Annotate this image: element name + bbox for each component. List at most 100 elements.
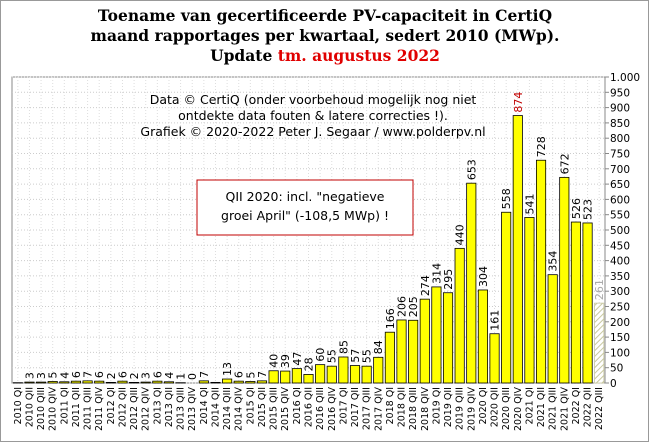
- value-label: 6: [233, 371, 246, 378]
- value-label: 4: [58, 372, 71, 379]
- x-tick-label: 2018 QI: [385, 387, 396, 424]
- bar: [233, 380, 244, 384]
- value-label: 274: [419, 275, 432, 296]
- bar: [163, 381, 175, 384]
- x-tick-label: 2016 QI: [292, 387, 303, 424]
- x-tick-label: 2022 QII: [583, 387, 594, 427]
- value-label: 5: [47, 371, 60, 378]
- x-tick-label: 2022 QIII: [594, 387, 605, 430]
- bar: [512, 115, 523, 384]
- bar: [47, 381, 58, 384]
- value-label: 672: [558, 153, 571, 174]
- bar: [477, 289, 488, 384]
- value-label: 354: [547, 251, 560, 272]
- annotation: Data © CertiQ (onder voorbehoud mogelijk…: [150, 92, 477, 107]
- x-tick-label: 2020 QII: [490, 387, 501, 427]
- value-label: 304: [477, 266, 490, 287]
- x-tick-label: 2018 QII: [397, 387, 408, 427]
- x-tick-label: 2015 QI: [245, 387, 256, 424]
- bar: [82, 380, 93, 384]
- value-label: 161: [489, 310, 502, 331]
- value-label: 55: [361, 349, 374, 363]
- bar: [582, 222, 593, 384]
- value-label: 728: [535, 136, 548, 157]
- x-tick-label: 2013 QIII: [176, 387, 187, 430]
- value-label: 60: [314, 348, 327, 362]
- x-tick-label: 2012 QIV: [141, 387, 152, 431]
- value-label: 7: [198, 371, 211, 378]
- x-tick-label: 2018 QIII: [408, 387, 419, 430]
- value-label: 6: [93, 371, 106, 378]
- x-tick-label: 2016 QII: [304, 387, 315, 427]
- value-label: 526: [570, 198, 583, 219]
- bar: [535, 159, 547, 384]
- x-tick-label: 2022 QI: [571, 387, 582, 424]
- bar: [198, 380, 209, 384]
- y-tick-label: 650: [610, 179, 630, 191]
- bar: [315, 364, 326, 384]
- x-tick-label: 2019 QI: [431, 387, 442, 424]
- x-tick-label: 2013 QII: [164, 387, 175, 427]
- value-label: 558: [500, 188, 513, 209]
- bar: [524, 217, 535, 384]
- y-tick-label: 500: [610, 225, 630, 237]
- bar: [442, 292, 454, 384]
- title-line: maand rapportages per kwartaal, sedert 2…: [91, 26, 560, 45]
- y-tick-label: 50: [610, 363, 623, 375]
- value-label: 5: [244, 371, 257, 378]
- value-label: 6: [70, 371, 83, 378]
- x-tick-label: 2020 QI: [478, 387, 489, 424]
- x-tick-label: 2015 QIII: [269, 387, 280, 430]
- title-update: Update tm. augustus 2022: [210, 46, 440, 65]
- bar: [129, 381, 140, 384]
- y-tick-label: 950: [610, 87, 630, 99]
- value-label: 2: [105, 372, 118, 379]
- x-tick-label: 2014 QIII: [222, 387, 233, 430]
- y-tick-label: 150: [610, 332, 630, 344]
- bar: [24, 381, 35, 384]
- value-label: 4: [163, 372, 176, 379]
- x-tick-label: 2017 QI: [338, 387, 349, 424]
- x-tick-label: 2017 QIV: [373, 387, 384, 431]
- y-tick-label: 600: [610, 194, 630, 206]
- bar: [105, 381, 116, 384]
- bar: [59, 381, 70, 384]
- y-tick-label: 300: [610, 286, 630, 298]
- y-tick-label: 400: [610, 256, 630, 268]
- x-tick-label: 2012 QII: [117, 387, 128, 427]
- bar: [384, 331, 395, 384]
- value-label: 205: [407, 296, 420, 317]
- x-tick-label: 2013 QIV: [187, 387, 198, 431]
- value-label: 40: [268, 354, 281, 368]
- x-tick-label: 2018 QIV: [420, 387, 431, 431]
- value-label: 295: [442, 269, 455, 290]
- update-date: tm. augustus 2022: [278, 46, 440, 65]
- bar: [594, 302, 605, 384]
- value-label: 84: [372, 340, 385, 354]
- bar: [547, 274, 558, 384]
- y-tick-label: 250: [610, 302, 630, 314]
- y-tick-label: 750: [610, 149, 630, 161]
- x-tick-label: 2012 QIII: [129, 387, 140, 430]
- x-tick-label: 2021 QI: [524, 387, 535, 424]
- value-label: 653: [465, 159, 478, 180]
- x-tick-label: 2021 QIV: [559, 387, 570, 431]
- value-label: 85: [337, 340, 350, 354]
- value-label: 6: [116, 371, 129, 378]
- y-tick-label: 900: [610, 103, 630, 115]
- bar: [152, 380, 163, 384]
- y-tick-label: 200: [610, 317, 630, 329]
- bar: [117, 380, 128, 384]
- x-tick-label: 2011 QIV: [94, 387, 105, 431]
- value-label: 314: [430, 263, 443, 284]
- y-tick-label: 350: [610, 271, 630, 283]
- y-tick-label: 0: [610, 378, 617, 390]
- x-tick-label: 2017 QIII: [362, 387, 373, 430]
- bar: [419, 298, 430, 384]
- value-label: 3: [35, 372, 48, 379]
- x-tick-label: 2014 QIV: [234, 387, 245, 431]
- bar: [559, 176, 570, 384]
- x-tick-label: 2010 QIV: [48, 387, 59, 431]
- x-tick-label: 2019 QIII: [455, 387, 466, 430]
